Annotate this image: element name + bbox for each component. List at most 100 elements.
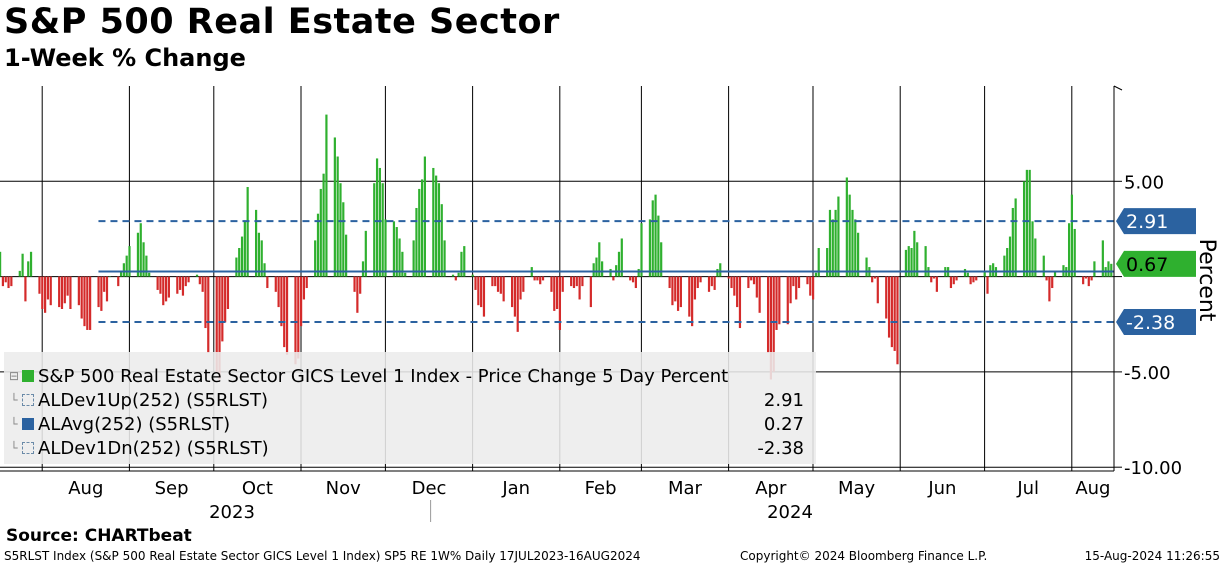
bar [443, 240, 446, 277]
bar [46, 276, 50, 300]
bar [381, 183, 384, 277]
bar [640, 223, 643, 277]
bar [758, 276, 761, 313]
bar [167, 276, 170, 298]
bar [733, 276, 736, 296]
bar [58, 276, 61, 308]
badge-label: -2.38 [1126, 312, 1175, 334]
bar [1025, 169, 1028, 277]
footer-copyright: Copyright© 2024 Bloomberg Finance L.P. [740, 549, 988, 563]
tree-expand-icon[interactable]: ⊟ [8, 369, 20, 383]
bar [392, 221, 396, 277]
bar [890, 276, 893, 348]
bar [873, 276, 877, 279]
bar [629, 276, 632, 281]
bar [319, 188, 322, 277]
bar [637, 268, 640, 277]
x-tick-label: Oct [242, 478, 273, 499]
bar [904, 249, 908, 277]
legend-value: 0.27 [763, 413, 804, 435]
bar [595, 257, 598, 277]
bar [871, 276, 874, 283]
bar [471, 274, 474, 277]
bar [460, 251, 463, 277]
badge-label: 0.67 [1126, 254, 1168, 276]
bar [280, 276, 283, 327]
bar [589, 276, 592, 308]
bar [570, 276, 573, 287]
bar [581, 276, 584, 287]
bar [930, 276, 933, 283]
bar [69, 276, 72, 309]
bar [674, 276, 677, 302]
x-tick-label: Aug [1075, 478, 1110, 499]
bar [336, 156, 339, 277]
bar [356, 276, 359, 313]
legend-value: 2.91 [763, 389, 804, 411]
bar [1008, 236, 1012, 277]
bar [398, 238, 401, 277]
legend-label: ALDev1Dn(252) (S5RLST) [38, 437, 269, 459]
bar [792, 276, 795, 287]
bar [285, 276, 289, 355]
bar [300, 276, 303, 327]
bar [221, 276, 224, 342]
x-tick-label: Aug [68, 478, 103, 499]
bar [851, 209, 854, 277]
bar [693, 276, 697, 300]
bar [474, 276, 477, 290]
bar [27, 261, 30, 277]
bar [480, 276, 483, 308]
x-year-label: 2023 [209, 502, 255, 523]
bar [499, 276, 502, 294]
bar [302, 276, 306, 300]
legend-item-avg: └ ALAvg(252) (S5RLST) 0.27 [4, 412, 816, 436]
footer-security-info: S5RLST Index (S&P 500 Real Estate Sector… [4, 549, 641, 563]
tree-branch-icon: └ [10, 441, 18, 455]
bar [353, 276, 356, 292]
bar [164, 276, 168, 302]
bar [1042, 255, 1045, 277]
bar [41, 276, 44, 309]
bar [266, 276, 269, 289]
bar [297, 276, 300, 359]
bar [224, 276, 227, 323]
bar [730, 276, 733, 289]
x-tick-label: Apr [755, 478, 787, 499]
bar [119, 270, 123, 277]
bar [502, 276, 505, 302]
bar [322, 173, 325, 277]
bar [207, 276, 210, 353]
bar [696, 276, 699, 289]
legend-swatch-dashed [22, 394, 34, 406]
bar [553, 276, 556, 311]
bar [10, 276, 13, 287]
y-tick-label: -10.00 [1124, 458, 1182, 479]
bar [752, 276, 756, 285]
bar [876, 276, 879, 304]
bar [519, 276, 522, 300]
bar [828, 209, 832, 277]
bar [29, 251, 33, 277]
bar [24, 276, 27, 302]
bar [671, 276, 674, 306]
bar [907, 246, 910, 277]
bar [7, 276, 10, 289]
bar [955, 276, 958, 281]
bar [401, 251, 404, 277]
bar [786, 276, 789, 325]
bar [541, 276, 545, 281]
bar [837, 196, 840, 277]
legend-item-price-change: ⊟ S&P 500 Real Estate Sector GICS Level … [4, 364, 816, 388]
legend-swatch-blue [22, 418, 34, 430]
bar [378, 167, 381, 277]
bar [578, 276, 581, 300]
dev-down-badge: -2.38 [1116, 308, 1196, 335]
bar [179, 276, 182, 290]
bar [235, 257, 238, 277]
tree-branch-icon: └ [10, 393, 18, 407]
bar [117, 276, 120, 287]
badge-label: 2.91 [1126, 211, 1168, 233]
bar [1073, 228, 1076, 277]
bar [375, 158, 379, 277]
